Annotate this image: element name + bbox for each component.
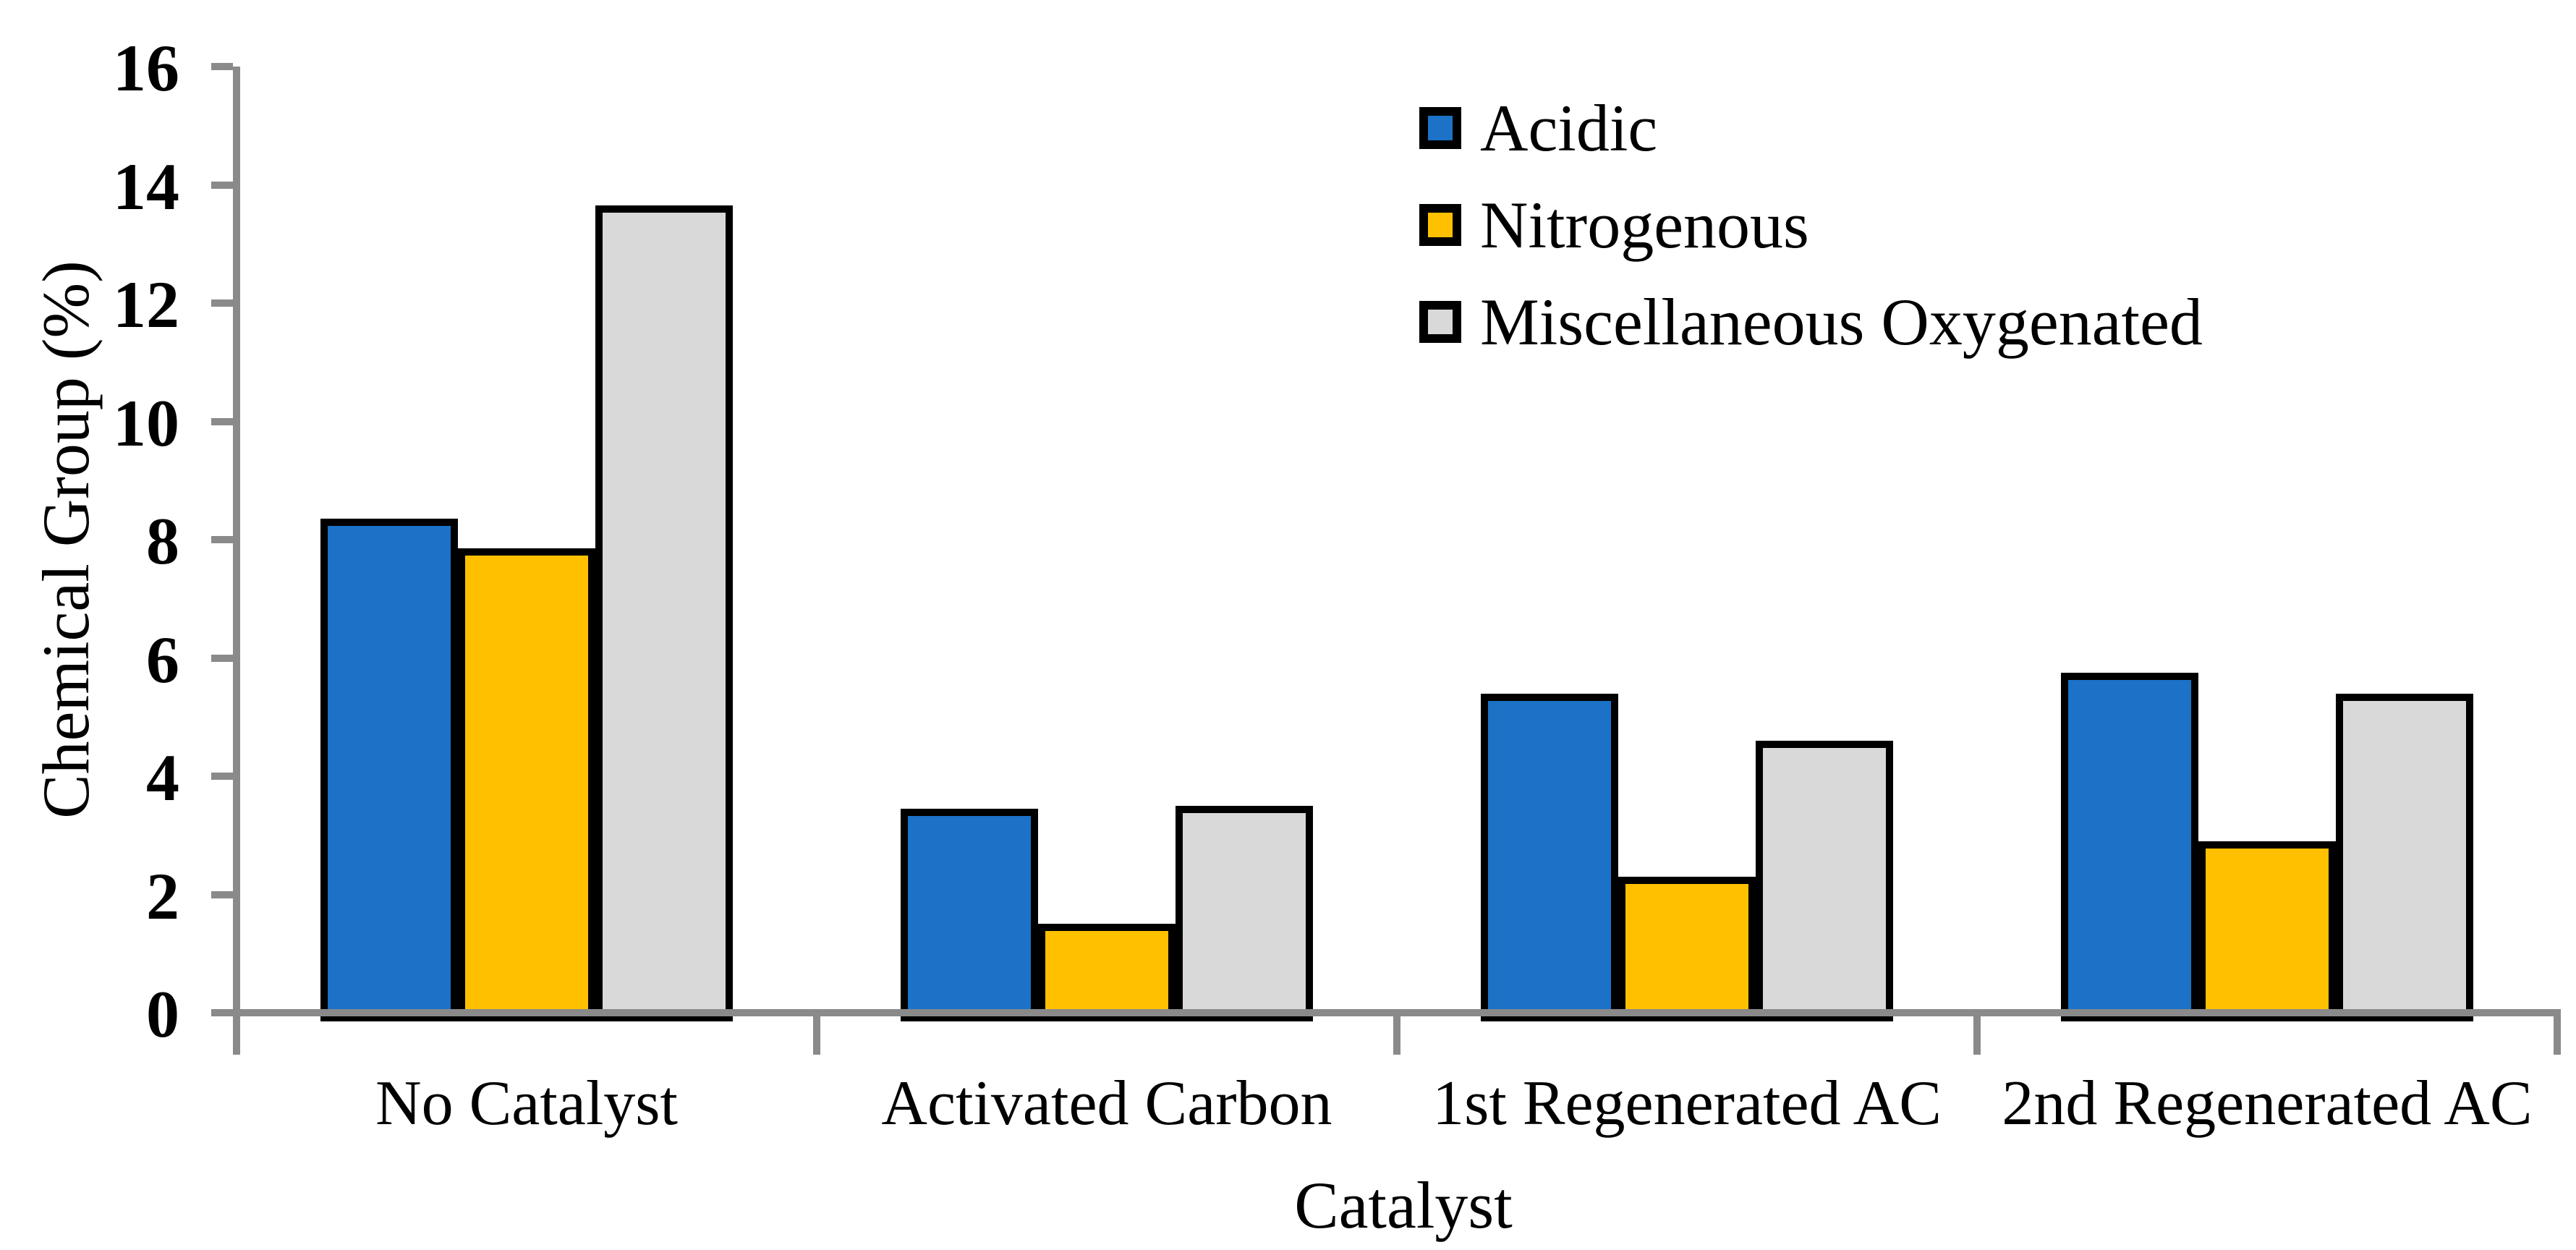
x-tick-mark (2554, 1009, 2561, 1055)
bar-nitrogenous-4 (2198, 841, 2336, 1021)
bar-miscellaneous-oxygenated-3 (1756, 740, 1893, 1021)
legend-item: Nitrogenous (1419, 177, 2203, 273)
x-tick-mark (1393, 1009, 1400, 1055)
y-tick-label: 8 (146, 504, 179, 578)
y-tick-label: 6 (146, 622, 179, 697)
x-tick-mark (813, 1009, 820, 1055)
legend-swatch-icon (1419, 301, 1461, 343)
bar-nitrogenous-2 (1038, 924, 1176, 1021)
y-tick-label: 2 (146, 859, 179, 933)
legend-label: Acidic (1480, 91, 1658, 165)
y-tick-label: 10 (113, 386, 179, 460)
x-category-label: No Catalyst (375, 1068, 678, 1139)
y-tick-mark (211, 417, 233, 425)
y-tick-mark (211, 536, 233, 543)
legend-item: Acidic (1419, 80, 2203, 177)
bar-acidic-3 (1481, 693, 1618, 1021)
y-tick-mark (211, 654, 233, 662)
bar-acidic-2 (901, 808, 1038, 1021)
x-category-label: 1st Regenerated AC (1432, 1068, 1942, 1139)
y-tick-mark (211, 890, 233, 898)
y-axis-line (233, 67, 240, 1016)
legend-item: Miscellaneous Oxygenated (1419, 273, 2203, 370)
y-tick-label: 0 (146, 977, 179, 1051)
y-tick-label: 16 (113, 31, 179, 105)
x-category-label: 2nd Regenerated AC (2002, 1068, 2533, 1139)
bar-nitrogenous-1 (458, 548, 595, 1021)
bar-miscellaneous-oxygenated-4 (2336, 693, 2473, 1021)
y-tick-mark (211, 63, 233, 70)
x-axis-title: Catalyst (1294, 1168, 1513, 1242)
legend-label: Miscellaneous Oxygenated (1480, 285, 2203, 359)
y-tick-mark (211, 181, 233, 189)
legend-label: Nitrogenous (1480, 188, 1809, 262)
bar-acidic-4 (2061, 672, 2198, 1021)
bar-nitrogenous-3 (1618, 876, 1756, 1021)
bar-miscellaneous-oxygenated-1 (595, 205, 733, 1021)
legend: Acidic Nitrogenous Miscellaneous Oxygenate… (1419, 80, 2203, 370)
bar-miscellaneous-oxygenated-2 (1176, 805, 1313, 1021)
legend-swatch-icon (1419, 204, 1461, 246)
y-tick-mark (211, 299, 233, 307)
y-tick-mark (211, 1009, 233, 1016)
y-tick-mark (211, 773, 233, 780)
legend-swatch-icon (1419, 107, 1461, 149)
y-tick-label: 12 (113, 268, 179, 341)
bar-acidic-1 (320, 519, 458, 1021)
x-tick-mark (233, 1009, 240, 1055)
y-tick-label: 4 (146, 741, 179, 815)
x-tick-mark (1973, 1009, 1981, 1055)
y-tick-label: 14 (113, 149, 179, 224)
x-category-label: Activated Carbon (881, 1068, 1332, 1139)
